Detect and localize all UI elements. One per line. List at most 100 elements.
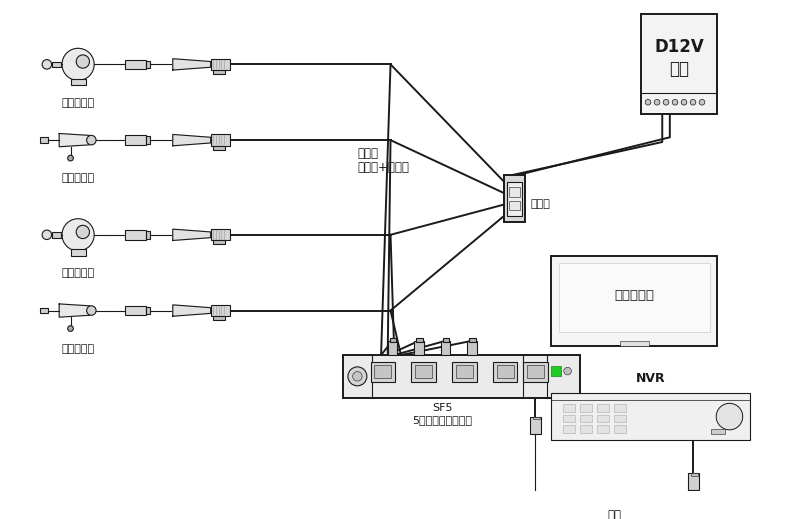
Circle shape	[681, 100, 687, 105]
Bar	[210, 305, 230, 316]
Bar	[126, 230, 146, 240]
Bar	[70, 249, 86, 256]
Bar	[551, 366, 561, 376]
Bar	[126, 306, 146, 315]
Circle shape	[68, 326, 74, 331]
Bar	[597, 404, 610, 412]
Bar	[210, 59, 230, 70]
Bar	[509, 187, 520, 197]
Bar	[497, 364, 514, 378]
Bar	[146, 136, 150, 144]
Text: 5口百兆防雷交换机: 5口百兆防雷交换机	[413, 415, 473, 425]
Bar	[467, 341, 477, 355]
Text: 网线: 网线	[607, 509, 622, 519]
Text: NVR: NVR	[636, 372, 666, 385]
Circle shape	[42, 60, 51, 69]
Bar	[343, 355, 580, 398]
Circle shape	[348, 367, 367, 386]
Circle shape	[62, 218, 94, 251]
Bar	[126, 135, 146, 145]
Bar	[614, 404, 626, 412]
Circle shape	[68, 155, 74, 161]
Bar	[580, 404, 592, 412]
Bar	[414, 341, 424, 355]
Text: 网络摄像头: 网络摄像头	[62, 268, 94, 278]
Polygon shape	[173, 134, 210, 146]
Polygon shape	[173, 59, 210, 70]
Bar	[614, 415, 626, 422]
Circle shape	[353, 372, 362, 381]
Bar	[551, 393, 750, 440]
Circle shape	[672, 100, 678, 105]
Bar	[416, 338, 422, 342]
Polygon shape	[59, 133, 90, 147]
Bar	[690, 473, 698, 476]
Bar	[493, 362, 518, 383]
Bar	[210, 229, 230, 240]
Text: 网络摄像头: 网络摄像头	[62, 173, 94, 183]
Bar	[411, 362, 436, 383]
Bar	[214, 316, 225, 320]
Bar	[40, 308, 48, 313]
Circle shape	[42, 230, 51, 240]
Bar	[51, 232, 61, 238]
Bar	[456, 364, 473, 378]
Bar	[452, 362, 477, 383]
Polygon shape	[59, 304, 90, 317]
Bar	[146, 307, 150, 315]
Bar	[597, 415, 610, 422]
Bar	[442, 338, 450, 342]
Bar	[642, 14, 717, 114]
Bar	[688, 473, 699, 490]
Circle shape	[699, 100, 705, 105]
Bar	[415, 364, 432, 378]
Bar	[40, 138, 48, 143]
Bar	[370, 362, 395, 383]
Bar	[527, 364, 544, 378]
Circle shape	[86, 306, 96, 315]
Bar	[710, 429, 725, 433]
Circle shape	[62, 48, 94, 80]
Bar	[214, 70, 225, 74]
Text: 网络摄像头: 网络摄像头	[62, 344, 94, 353]
Circle shape	[663, 100, 669, 105]
Bar	[580, 415, 592, 422]
Bar	[597, 425, 610, 433]
Bar	[51, 62, 61, 67]
Bar	[214, 146, 225, 149]
Text: （电源+网线）: （电源+网线）	[358, 161, 410, 174]
Bar	[146, 61, 150, 68]
Bar	[441, 341, 450, 355]
Circle shape	[654, 100, 660, 105]
Bar	[509, 201, 520, 210]
Text: 电源线: 电源线	[530, 199, 550, 209]
Bar	[620, 341, 649, 346]
Text: 电源: 电源	[670, 60, 690, 78]
Bar	[563, 415, 575, 422]
Bar	[559, 263, 710, 332]
Text: SF5: SF5	[432, 403, 453, 413]
Bar	[551, 256, 717, 346]
Circle shape	[646, 100, 651, 105]
Polygon shape	[173, 305, 210, 316]
Bar	[390, 338, 396, 342]
Bar	[504, 175, 525, 223]
Bar	[214, 240, 225, 244]
Circle shape	[76, 225, 90, 239]
Bar	[374, 364, 391, 378]
Text: 网络摄像头: 网络摄像头	[62, 98, 94, 107]
Bar	[70, 78, 86, 85]
Bar	[530, 417, 541, 433]
Bar	[388, 341, 397, 355]
Circle shape	[86, 135, 96, 145]
Circle shape	[564, 367, 571, 375]
Bar	[563, 404, 575, 412]
Bar	[126, 60, 146, 69]
Bar	[614, 425, 626, 433]
Circle shape	[76, 55, 90, 68]
Bar	[580, 425, 592, 433]
Text: 液晶显示器: 液晶显示器	[614, 290, 654, 303]
Bar	[469, 338, 476, 342]
Bar	[533, 417, 540, 419]
Polygon shape	[173, 229, 210, 240]
